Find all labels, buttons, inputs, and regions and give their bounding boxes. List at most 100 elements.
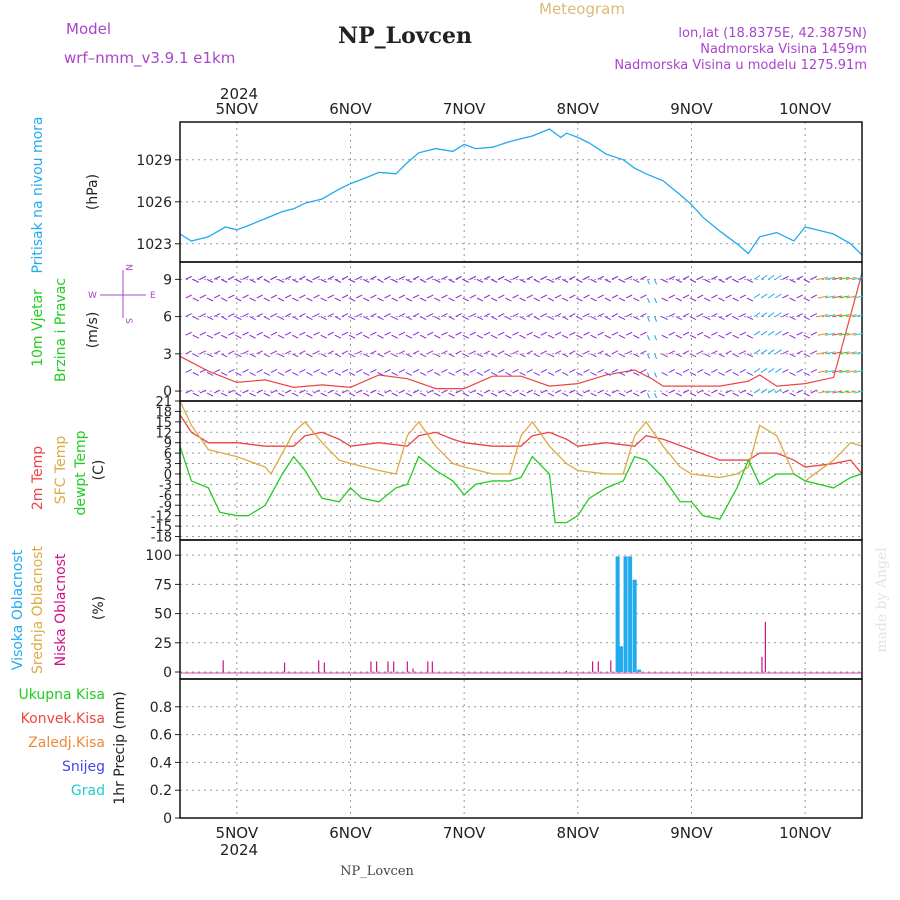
wind-barb bbox=[370, 275, 377, 280]
wind-barb bbox=[846, 369, 857, 373]
y-tick-label: 9 bbox=[163, 272, 172, 288]
wind-ylabel-main: 10m Vjetar bbox=[30, 289, 46, 367]
wind-barb bbox=[512, 389, 519, 394]
wind-barb bbox=[753, 330, 761, 336]
y-tick-label: 25 bbox=[154, 636, 172, 652]
wind-barb bbox=[313, 294, 320, 299]
wind-barb bbox=[633, 297, 640, 302]
wind-barb bbox=[398, 350, 406, 355]
wind-barb bbox=[675, 372, 683, 376]
wind-barb bbox=[675, 297, 683, 302]
wind-barb bbox=[235, 334, 242, 339]
wind-barb bbox=[327, 331, 334, 336]
wind-barb bbox=[810, 294, 818, 299]
wind-barb bbox=[341, 294, 349, 299]
wind-barb bbox=[270, 331, 278, 336]
wind-barb bbox=[696, 313, 704, 318]
wind-barb bbox=[277, 372, 285, 376]
y-tick-label: 1023 bbox=[136, 237, 172, 253]
wind-barb bbox=[796, 275, 803, 280]
wind-barb bbox=[434, 316, 441, 321]
wind-barb bbox=[391, 297, 398, 302]
wind-barb bbox=[391, 353, 398, 358]
wind-barb bbox=[746, 372, 754, 376]
wind-barb bbox=[718, 392, 725, 397]
wind-barb bbox=[611, 350, 619, 355]
wind-barb bbox=[796, 313, 803, 318]
wind-barb bbox=[341, 389, 349, 394]
wind-barb bbox=[661, 278, 668, 283]
wind-barb bbox=[434, 372, 441, 376]
wind-barb bbox=[689, 372, 697, 376]
wind-barb bbox=[334, 353, 342, 358]
wind-barb bbox=[505, 297, 512, 302]
wind-barb bbox=[789, 316, 796, 321]
wind-barb bbox=[512, 331, 519, 336]
wind-barb bbox=[228, 275, 235, 280]
wind-barb bbox=[263, 278, 271, 283]
wind-barb bbox=[569, 331, 576, 336]
wind-barb bbox=[483, 331, 491, 336]
wind-barb bbox=[753, 349, 761, 355]
wind-barb bbox=[348, 297, 356, 302]
cloud-high-bar bbox=[632, 579, 637, 672]
wind-barb bbox=[803, 278, 810, 283]
bottom-day-label: 5NOV bbox=[216, 824, 259, 842]
wind-barb bbox=[540, 313, 548, 318]
wind-barb bbox=[832, 369, 843, 373]
wind-barb bbox=[327, 275, 334, 280]
wind-barb bbox=[583, 369, 590, 373]
wind-barb bbox=[618, 316, 626, 321]
wind-barb bbox=[689, 392, 697, 397]
wind-barb bbox=[576, 353, 583, 358]
wind-barb bbox=[469, 331, 477, 336]
wind-barb bbox=[398, 369, 406, 373]
wind-barb bbox=[839, 295, 850, 299]
wind-barb bbox=[711, 313, 718, 318]
wind-barb bbox=[640, 331, 647, 336]
wind-barb bbox=[746, 353, 754, 358]
wind-barb bbox=[675, 392, 683, 397]
wind-barb bbox=[377, 334, 384, 339]
bottom-day-label: 6NOV bbox=[329, 824, 372, 842]
wind-barb bbox=[682, 294, 690, 299]
wind-barb bbox=[533, 372, 541, 376]
wind-barb bbox=[220, 392, 228, 397]
wind-barb bbox=[213, 389, 221, 394]
wind-barb bbox=[604, 297, 612, 302]
wind-barb bbox=[199, 369, 207, 373]
elevation-label: Nadmorska Visina 1459m bbox=[700, 42, 867, 57]
y-tick-label: 0 bbox=[163, 665, 172, 681]
wind-barb bbox=[348, 334, 356, 339]
y-tick-label: 18 bbox=[155, 405, 172, 420]
wind-barb bbox=[270, 369, 278, 373]
panel-frame-precip bbox=[179, 678, 863, 819]
precip-legend-item: Snijeg bbox=[62, 759, 105, 775]
wind-barb bbox=[256, 294, 263, 299]
wind-barb bbox=[263, 297, 271, 302]
wind-barb bbox=[661, 372, 668, 376]
wind-barb bbox=[462, 334, 469, 339]
wind-barb bbox=[185, 275, 192, 280]
wind-barb bbox=[547, 316, 555, 321]
wind-barb bbox=[405, 297, 413, 302]
wind-barb bbox=[249, 392, 256, 397]
wind-barb bbox=[377, 278, 384, 283]
wind-barb bbox=[206, 353, 214, 358]
wind-barb bbox=[249, 334, 256, 339]
wind-barb bbox=[448, 372, 455, 376]
wind-barb bbox=[739, 275, 747, 280]
wind-barb bbox=[576, 278, 583, 283]
wind-barb bbox=[483, 369, 491, 373]
wind-barb bbox=[646, 297, 650, 304]
sfc-temp-series-line bbox=[179, 400, 863, 482]
wind-barb bbox=[370, 350, 377, 355]
wind-barb bbox=[512, 369, 519, 373]
wind-barb bbox=[646, 392, 650, 399]
wind-barb bbox=[483, 313, 491, 318]
wind-barb bbox=[498, 389, 505, 394]
wind-barb bbox=[832, 295, 843, 299]
wind-barb bbox=[405, 316, 413, 321]
wind-barb bbox=[725, 275, 732, 280]
wind-barb bbox=[760, 349, 768, 355]
